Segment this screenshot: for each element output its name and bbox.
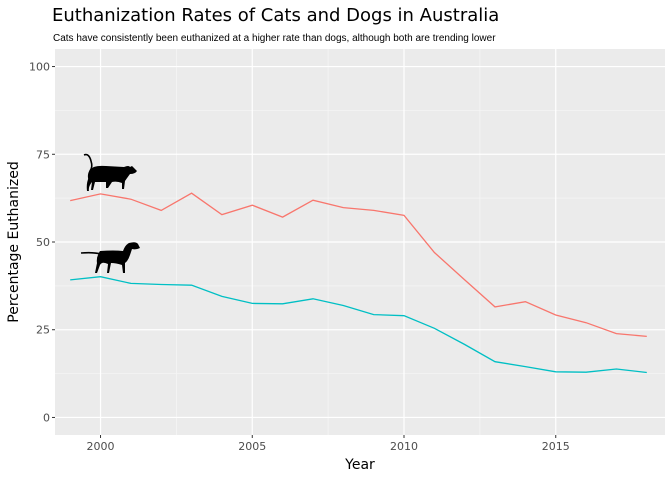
y-tick-label: 75: [36, 148, 50, 161]
series-layer: [70, 192, 647, 374]
x-tick-label: 2000: [87, 440, 115, 453]
chart-title: Euthanization Rates of Cats and Dogs in …: [52, 5, 499, 26]
x-tick-label: 2010: [390, 440, 418, 453]
cat-silhouette-icon: [83, 153, 137, 191]
dog-silhouette-icon: [80, 242, 140, 273]
y-tick-label: 50: [36, 236, 50, 249]
grid-major: [55, 49, 665, 435]
x-tick-label: 2005: [238, 440, 266, 453]
x-axis: 2000 2005 2010 2015: [87, 435, 570, 453]
y-axis-title: Percentage Euthanized: [6, 161, 22, 322]
y-tick-label: 100: [29, 61, 50, 74]
x-tick-label: 2015: [542, 440, 570, 453]
y-tick-label: 0: [43, 411, 50, 424]
series-line-dogs: [70, 276, 647, 374]
chart-subtitle: Cats have consistently been euthanized a…: [53, 33, 496, 44]
y-axis: 0 25 50 75 100: [29, 61, 55, 424]
series-line-cats: [70, 192, 647, 338]
x-axis-title: Year: [344, 457, 375, 473]
y-tick-label: 25: [36, 324, 50, 337]
